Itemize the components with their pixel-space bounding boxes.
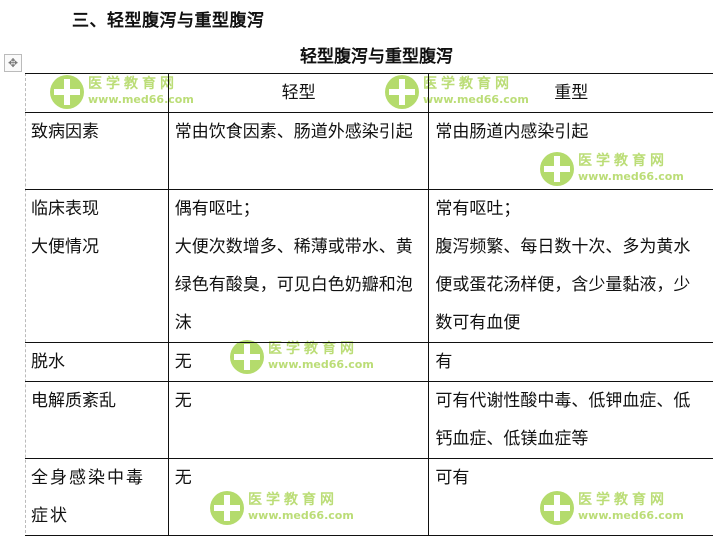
cell-severe: 常由肠道内感染引起	[428, 112, 713, 190]
table-move-handle-icon[interactable]: ✥	[4, 54, 22, 72]
header-cell-mild: 轻型	[167, 73, 430, 113]
cell-severe: 可有	[428, 458, 713, 536]
cell-mild: 无	[167, 381, 430, 459]
row-label: 致病因素	[25, 112, 169, 190]
row-label: 全身感染中毒症状	[25, 458, 169, 536]
comparison-table: 轻型 重型 致病因素 常由饮食因素、肠道外感染引起 常由肠道内感染引起 临床表现…	[25, 73, 713, 536]
cell-mild: 偶有呕吐； 大便次数增多、稀薄或带水、黄绿色有酸臭，可见白色奶瓣和泡沫	[167, 189, 430, 343]
cell-mild: 无	[167, 342, 430, 382]
table-row: 致病因素 常由饮食因素、肠道外感染引起 常由肠道内感染引起	[25, 112, 713, 190]
table-row: 脱水 无 有	[25, 342, 713, 382]
table-row: 全身感染中毒症状 无 可有	[25, 458, 713, 536]
cell-mild: 无	[167, 458, 430, 536]
row-label: 临床表现 大便情况	[25, 189, 169, 343]
section-heading: 三、轻型腹泻与重型腹泻	[72, 11, 265, 31]
header-cell	[25, 73, 169, 113]
cell-severe: 可有代谢性酸中毒、低钾血症、低钙血症、低镁血症等	[428, 381, 713, 459]
row-label: 脱水	[25, 342, 169, 382]
table-caption: 轻型腹泻与重型腹泻	[300, 47, 453, 67]
row-label: 电解质紊乱	[25, 381, 169, 459]
header-cell-severe: 重型	[428, 73, 713, 113]
table-header-row: 轻型 重型	[25, 73, 713, 113]
table-row: 临床表现 大便情况 偶有呕吐； 大便次数增多、稀薄或带水、黄绿色有酸臭，可见白色…	[25, 189, 713, 343]
cell-severe: 有	[428, 342, 713, 382]
table-row: 电解质紊乱 无 可有代谢性酸中毒、低钾血症、低钙血症、低镁血症等	[25, 381, 713, 459]
cell-mild: 常由饮食因素、肠道外感染引起	[167, 112, 430, 190]
cell-severe: 常有呕吐； 腹泻频繁、每日数十次、多为黄水便或蛋花汤样便，含少量黏液，少数可有血…	[428, 189, 713, 343]
